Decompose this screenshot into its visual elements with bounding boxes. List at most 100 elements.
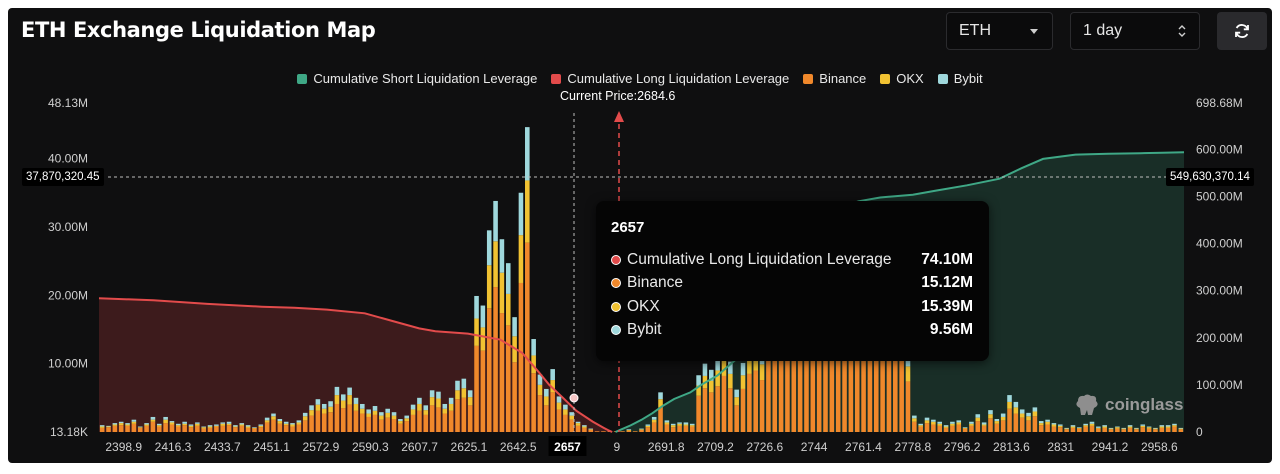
legend-item-long[interactable]: Cumulative Long Liquidation Leverage xyxy=(551,71,789,86)
bar-bybit xyxy=(1178,427,1184,429)
bar-okx xyxy=(759,364,765,381)
bar-okx xyxy=(486,265,492,309)
bar-okx xyxy=(448,403,454,411)
bar-okx xyxy=(753,352,758,371)
tooltip-dot xyxy=(611,278,621,289)
bar-okx xyxy=(233,426,238,428)
tooltip-dot xyxy=(611,254,621,265)
bar-okx xyxy=(283,423,289,426)
legend-item-short[interactable]: Cumulative Short Liquidation Leverage xyxy=(297,71,537,86)
bar-okx xyxy=(1070,426,1076,428)
right-axis-tick-label: 500.00M xyxy=(1196,190,1243,204)
bar-bybit xyxy=(1165,425,1171,427)
bar-okx xyxy=(689,425,695,427)
bar-binance xyxy=(810,338,816,432)
bar-binance xyxy=(379,419,384,432)
bar-okx xyxy=(1140,425,1146,428)
bar-bybit xyxy=(1045,419,1050,422)
bar-binance xyxy=(1013,413,1019,432)
bar-okx xyxy=(1127,426,1133,428)
bar-okx xyxy=(639,429,644,430)
bar-okx xyxy=(1134,428,1139,430)
x-axis-tick-label: 2831 xyxy=(1047,440,1074,454)
bar-okx xyxy=(315,404,321,411)
bar-bybit xyxy=(1070,425,1076,427)
bar-bybit xyxy=(1077,427,1082,428)
bar-binance xyxy=(277,423,283,432)
bar-bybit xyxy=(931,419,936,422)
tooltip-value: 74.10M xyxy=(921,250,973,268)
bar-okx xyxy=(956,422,962,425)
bar-bybit xyxy=(550,369,555,381)
symbol-select[interactable]: ETH xyxy=(946,12,1053,50)
bar-binance xyxy=(816,330,822,432)
x-axis-tick-label: 2941.2 xyxy=(1092,440,1129,454)
bar-okx xyxy=(334,395,340,404)
left-axis-tick-label: 48.13M xyxy=(48,96,88,110)
bar-bybit xyxy=(436,391,441,399)
bar-bybit xyxy=(398,419,403,422)
bar-binance xyxy=(233,427,238,432)
bar-binance xyxy=(1153,429,1158,432)
right-axis-tick-label: 100.00M xyxy=(1196,378,1243,392)
legend-item-bybit[interactable]: Bybit xyxy=(937,71,983,86)
bar-okx xyxy=(1108,428,1114,430)
bar-binance xyxy=(525,242,530,432)
bar-binance xyxy=(601,431,606,432)
x-axis-tick-label: 2691.8 xyxy=(648,440,685,454)
bar-okx xyxy=(1165,426,1171,428)
bar-binance xyxy=(486,308,492,432)
bar-okx xyxy=(99,426,105,428)
bar-bybit xyxy=(937,421,942,424)
bar-binance xyxy=(353,410,359,432)
bar-binance xyxy=(182,425,187,432)
bar-okx xyxy=(347,395,352,405)
bar-bybit xyxy=(569,412,574,416)
bar-bybit xyxy=(582,425,587,427)
crosshair-right-value: 549,630,370.14 xyxy=(1166,168,1254,186)
bar-okx xyxy=(118,423,124,426)
x-axis-tick-label: 2744 xyxy=(801,440,828,454)
bar-binance xyxy=(918,426,923,432)
bar-binance xyxy=(569,419,574,432)
bar-bybit xyxy=(1032,407,1038,412)
x-axis-tick-label: 2416.3 xyxy=(155,440,192,454)
bar-binance xyxy=(518,282,524,432)
tooltip-label: Bybit xyxy=(627,321,662,339)
legend-item-binance[interactable]: Binance xyxy=(803,71,866,86)
bar-binance xyxy=(448,410,454,432)
bar-bybit xyxy=(1140,424,1146,426)
current-price-label: Current Price:2684.6 xyxy=(560,89,676,103)
range-select-value: 1 day xyxy=(1083,22,1123,39)
bar-okx xyxy=(182,423,187,426)
bar-binance xyxy=(1064,429,1069,432)
bar-okx xyxy=(975,417,981,422)
bar-binance xyxy=(499,313,505,432)
bar-okx xyxy=(309,410,314,416)
legend-label: OKX xyxy=(896,71,924,86)
bar-okx xyxy=(575,423,581,426)
range-select[interactable]: 1 day xyxy=(1070,12,1200,50)
bar-okx xyxy=(252,427,257,429)
bar-binance xyxy=(220,425,226,432)
refresh-button[interactable] xyxy=(1217,12,1267,50)
bar-binance xyxy=(696,395,701,432)
bar-bybit xyxy=(499,239,505,273)
bar-okx xyxy=(1026,416,1031,421)
bar-okx xyxy=(239,424,245,426)
bar-binance xyxy=(943,427,949,432)
bar-binance xyxy=(150,421,156,432)
legend-label: Cumulative Short Liquidation Leverage xyxy=(313,71,538,86)
bar-okx xyxy=(1051,424,1057,427)
bar-binance xyxy=(797,348,803,432)
bar-binance xyxy=(683,425,689,432)
bar-bybit xyxy=(924,417,930,421)
x-axis-tick-label: 2625.1 xyxy=(451,440,488,454)
bar-okx xyxy=(651,419,657,423)
bar-binance xyxy=(290,426,295,432)
legend-item-okx[interactable]: OKX xyxy=(880,71,924,86)
bar-okx xyxy=(290,424,295,427)
left-axis-tick-label: 10.00M xyxy=(48,357,88,371)
up-down-chevron-icon xyxy=(1178,25,1186,37)
bar-bybit xyxy=(366,409,371,414)
